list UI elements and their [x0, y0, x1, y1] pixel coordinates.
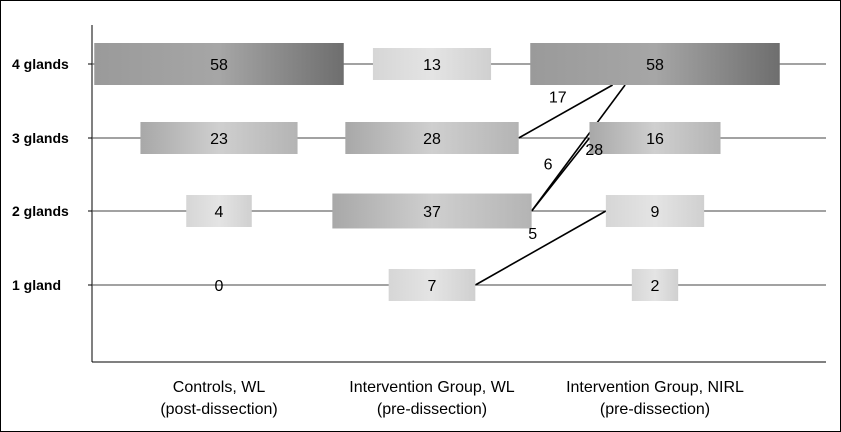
count-box	[530, 43, 780, 85]
count-box	[372, 48, 492, 80]
count-box	[94, 43, 344, 85]
column-label-line2: (pre-dissection)	[600, 401, 710, 418]
count-label: 9	[651, 204, 660, 221]
count-label: 58	[210, 57, 228, 74]
count-box	[605, 195, 705, 227]
column-label-line1: Intervention Group, NIRL	[566, 379, 744, 396]
count-box	[388, 269, 476, 301]
column-label-line2: (post-dissection)	[160, 401, 277, 418]
count-box	[140, 122, 298, 154]
count-label: 37	[423, 204, 441, 221]
count-label: 4	[215, 204, 224, 221]
count-box	[631, 269, 679, 301]
column-label-line2: (pre-dissection)	[377, 401, 487, 418]
row-label: 3 glands	[12, 130, 69, 146]
count-label: 13	[423, 57, 441, 74]
row-label: 1 gland	[12, 277, 61, 293]
flow-line	[531, 137, 591, 212]
count-label: 16	[646, 131, 664, 148]
count-box	[589, 122, 721, 154]
row-label: 2 glands	[12, 203, 69, 219]
flow-label: 5	[528, 226, 537, 243]
count-label: 58	[646, 57, 664, 74]
column-label-line1: Intervention Group, WL	[349, 379, 515, 396]
count-box	[345, 122, 519, 154]
flow-line	[530, 84, 626, 212]
flow-line	[518, 84, 613, 139]
row-label: 4 glands	[12, 56, 69, 72]
flow-label: 6	[544, 157, 553, 174]
flow-line	[474, 210, 607, 286]
count-box	[332, 193, 532, 229]
count-label: 23	[210, 131, 228, 148]
count-box	[186, 195, 252, 227]
column-label-line1: Controls, WL	[173, 379, 266, 396]
flow-label: 17	[549, 90, 567, 107]
count-label: 28	[423, 131, 441, 148]
count-label: 7	[428, 278, 437, 295]
count-label: 2	[651, 278, 660, 295]
flow-label: 28	[585, 142, 603, 159]
count-label: 0	[215, 278, 224, 295]
